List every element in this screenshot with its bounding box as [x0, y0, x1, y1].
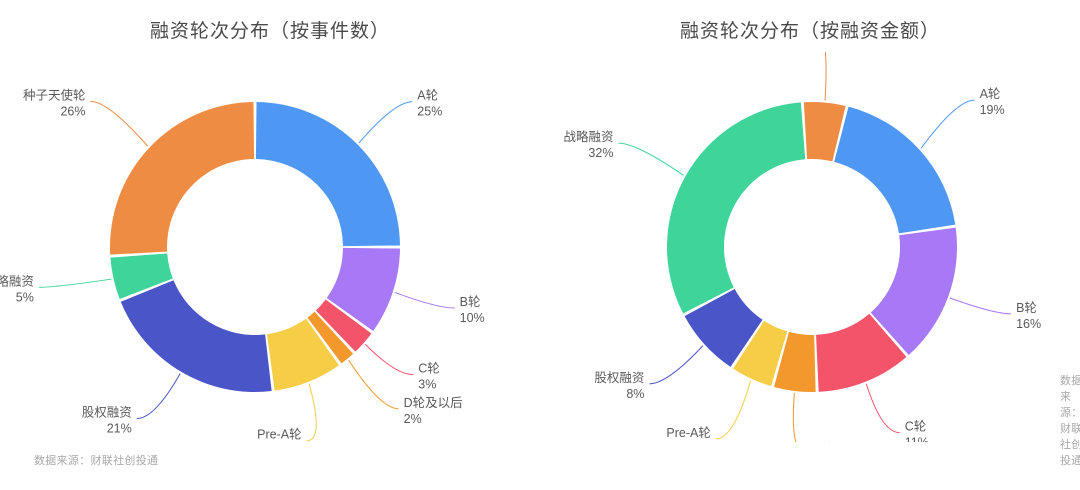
- donut-slice[interactable]: [870, 227, 957, 356]
- donut-slice[interactable]: [803, 102, 846, 162]
- page-title: 融资轮次分布（按融资金额）: [679, 21, 940, 42]
- slice-label-name: A轮: [980, 87, 1001, 101]
- label-leader-line: [824, 52, 827, 101]
- label-leader-line: [394, 291, 455, 309]
- slice-label-name: C轮: [905, 420, 927, 434]
- slice-label-value: 3%: [418, 378, 436, 392]
- label-leader-line: [920, 99, 975, 149]
- label-leader-line: [38, 278, 112, 288]
- donut-slice[interactable]: [733, 320, 788, 387]
- slice-label-value: 8%: [626, 387, 644, 401]
- donut-slice[interactable]: [774, 331, 816, 392]
- slice-label-name: Pre-A轮: [666, 426, 710, 440]
- panel-amount: 融资轮次分布（按融资金额） A轮19%B轮16%C轮11%D轮及以后5%Pre-…: [540, 0, 1080, 490]
- donut-slice[interactable]: [684, 288, 763, 367]
- slice-label-value: 25%: [417, 105, 442, 119]
- label-leader-line: [348, 359, 399, 410]
- label-leader-line: [90, 100, 149, 147]
- donut-slice[interactable]: [315, 299, 372, 352]
- donut-slice[interactable]: [266, 318, 339, 391]
- panel-events: 融资轮次分布（按事件数） A轮 25% B轮 10% C轮 3% D轮及以后 2% Pre-A轮…: [0, 21, 540, 467]
- label-leader-line: [865, 383, 900, 434]
- slice-label-name: B轮: [460, 295, 481, 309]
- donut-chart-amount: A轮19%B轮16%C轮11%D轮及以后5%Pre-A轮5%股权融资8%战略融资…: [540, 52, 1080, 442]
- donut-slice[interactable]: [326, 247, 400, 331]
- slice-label-value: 10%: [460, 311, 485, 325]
- slice-label-name: Pre-A轮: [257, 428, 301, 442]
- slice-label-name: 战略融资: [563, 129, 613, 144]
- label-leader-line: [792, 392, 797, 442]
- slice-label-name: 股权融资: [594, 370, 644, 385]
- donut-slice[interactable]: [307, 311, 354, 364]
- label-leader-line: [715, 380, 752, 440]
- donut-slice[interactable]: [816, 313, 907, 392]
- donut-slice[interactable]: [110, 253, 173, 299]
- slice-label-name: 种子天使轮: [23, 87, 86, 102]
- slice-label-name: 股权融资: [82, 405, 132, 420]
- source-note: 数据来源：财联社创投通: [1060, 375, 1080, 467]
- slice-label-value: 26%: [60, 104, 85, 118]
- donut-slice[interactable]: [110, 102, 255, 255]
- label-leader-line: [136, 373, 181, 420]
- donut-slice[interactable]: [667, 102, 806, 314]
- donut-slice[interactable]: [120, 280, 272, 393]
- label-leader-line: [649, 345, 704, 385]
- slice-label-name: 战略融资: [0, 273, 34, 288]
- page-title: 融资轮次分布（按事件数）: [149, 21, 390, 42]
- slice-label-value: 16%: [1016, 317, 1041, 331]
- label-leader-line: [949, 297, 1012, 315]
- label-leader-line: [364, 343, 414, 376]
- label-leader-line: [306, 383, 317, 442]
- slice-label-value: 21%: [107, 422, 132, 436]
- donut-slice[interactable]: [255, 102, 400, 247]
- slice-label-value: 32%: [588, 146, 613, 160]
- donut-svg-amount: A轮19%B轮16%C轮11%D轮及以后5%Pre-A轮5%股权融资8%战略融资…: [563, 52, 1041, 442]
- label-leader-line: [358, 101, 413, 144]
- slice-label-value: 5%: [16, 290, 34, 304]
- slice-label-name: A轮: [417, 89, 438, 103]
- label-leader-line: [618, 142, 684, 176]
- slice-label-name: B轮: [1016, 301, 1037, 315]
- slice-label-name: D轮及以后: [404, 396, 463, 410]
- source-note: 数据来源：财联社创投通: [34, 455, 159, 467]
- slice-label-name: C轮: [418, 362, 440, 376]
- slice-label-value: 2%: [404, 412, 422, 426]
- donut-chart-events: A轮25%B轮10%C轮3%D轮及以后2%Pre-A轮8%股权融资21%战略融资…: [0, 52, 540, 442]
- donut-slice[interactable]: [834, 106, 956, 234]
- donut-svg-events: A轮25%B轮10%C轮3%D轮及以后2%Pre-A轮8%股权融资21%战略融资…: [0, 87, 485, 442]
- slice-label-value: 19%: [980, 103, 1005, 117]
- slice-label-value: 11%: [905, 436, 929, 442]
